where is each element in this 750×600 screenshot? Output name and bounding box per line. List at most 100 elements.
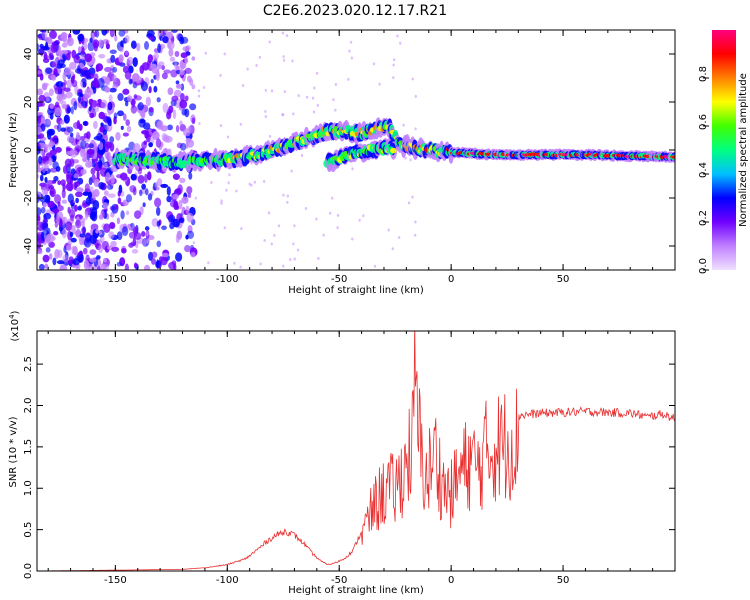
noise-blob <box>66 135 75 144</box>
noise-blob <box>55 146 62 153</box>
noise-blob <box>168 48 174 57</box>
noise-blob <box>169 56 176 62</box>
noise-blob <box>58 94 64 104</box>
noise-blob <box>37 43 40 52</box>
noise-blob <box>190 252 196 258</box>
noise-blob <box>62 184 67 190</box>
noise-blob <box>77 33 84 42</box>
y-tick-label: 1.5 <box>23 439 34 455</box>
noise-blob <box>65 182 74 192</box>
noise-blob <box>387 228 390 232</box>
colorbar-ticks: 0.0 0.2 0.4 0.6 0.8 <box>698 66 709 274</box>
noise-blob <box>180 52 188 59</box>
noise-blob <box>182 46 190 52</box>
noise-blob <box>38 155 43 165</box>
noise-blob <box>86 150 95 159</box>
noise-blob <box>77 205 82 211</box>
noise-blob <box>70 106 74 115</box>
noise-blob <box>70 132 74 138</box>
noise-blob <box>41 31 48 40</box>
noise-blob <box>116 261 122 267</box>
noise-blob <box>136 76 142 84</box>
noise-blob <box>197 94 201 98</box>
noise-blob <box>144 41 149 50</box>
noise-blob <box>289 257 292 261</box>
noise-blob <box>255 64 258 68</box>
noise-blob <box>124 100 129 107</box>
noise-blob <box>133 262 138 269</box>
noise-blob <box>154 197 162 208</box>
noise-blob <box>313 86 316 90</box>
snr-x-label: Height of straight line (km) <box>288 585 424 596</box>
noise-blob <box>263 239 266 243</box>
noise-blob <box>56 260 65 265</box>
noise-blob <box>399 41 402 45</box>
noise-blob <box>45 67 53 75</box>
noise-blob <box>184 56 189 64</box>
noise-blob <box>63 80 68 86</box>
noise-blob <box>122 132 129 137</box>
noise-blob <box>69 61 77 70</box>
noise-blob <box>46 237 51 244</box>
noise-blob <box>130 173 137 181</box>
noise-blob <box>109 49 117 54</box>
noise-blob <box>146 171 152 181</box>
noise-blob <box>48 241 55 248</box>
noise-blob <box>66 79 73 89</box>
noise-blob <box>197 89 201 93</box>
noise-blob <box>286 194 290 198</box>
noise-blob <box>80 140 87 150</box>
noise-blob <box>98 182 105 190</box>
noise-blob <box>175 83 182 89</box>
noise-blob <box>164 135 173 143</box>
noise-blob <box>73 204 78 212</box>
noise-blob <box>297 94 300 98</box>
noise-blob <box>220 201 223 205</box>
noise-blob <box>413 233 417 237</box>
noise-blob <box>235 189 238 193</box>
noise-blob <box>317 257 320 261</box>
noise-blob <box>73 100 78 111</box>
noise-blob <box>125 119 130 127</box>
noise-blob <box>198 121 201 125</box>
noise-blob <box>173 89 182 98</box>
noise-blob <box>264 88 268 92</box>
noise-blob <box>60 49 69 55</box>
y-tick-label: 20 <box>23 96 34 109</box>
noise-blob <box>175 69 181 75</box>
noise-blob <box>47 107 55 116</box>
noise-blob <box>56 205 64 212</box>
noise-blob <box>61 228 67 239</box>
noise-blob <box>185 205 190 215</box>
colorbar-tick-label: 0.8 <box>698 66 709 82</box>
noise-blob <box>315 71 319 75</box>
noise-blob <box>283 90 287 94</box>
noise-blob <box>170 69 178 78</box>
noise-blob <box>336 226 339 230</box>
noise-blob <box>79 233 86 238</box>
noise-blob <box>61 216 66 226</box>
noise-blob <box>121 247 127 254</box>
noise-blob <box>93 73 99 81</box>
noise-blob <box>139 65 145 74</box>
noise-blob <box>82 121 88 126</box>
noise-blob <box>239 122 242 126</box>
noise-blob <box>156 178 163 187</box>
noise-blob <box>167 40 175 50</box>
snr-multiplier-exp: 4 <box>8 314 16 319</box>
noise-blob <box>65 91 73 99</box>
noise-blob <box>141 141 147 150</box>
noise-blob <box>207 261 210 265</box>
noise-blob <box>74 67 83 74</box>
noise-blob <box>336 213 340 217</box>
noise-blob <box>110 174 115 185</box>
noise-blob <box>155 138 162 148</box>
noise-blob <box>75 191 83 198</box>
y-tick-label: 0.0 <box>23 563 34 579</box>
noise-blob <box>104 141 112 149</box>
noise-blob <box>78 123 83 131</box>
noise-blob <box>316 103 319 107</box>
noise-blob <box>132 57 138 67</box>
noise-blob <box>281 113 285 117</box>
noise-blob <box>67 193 75 204</box>
